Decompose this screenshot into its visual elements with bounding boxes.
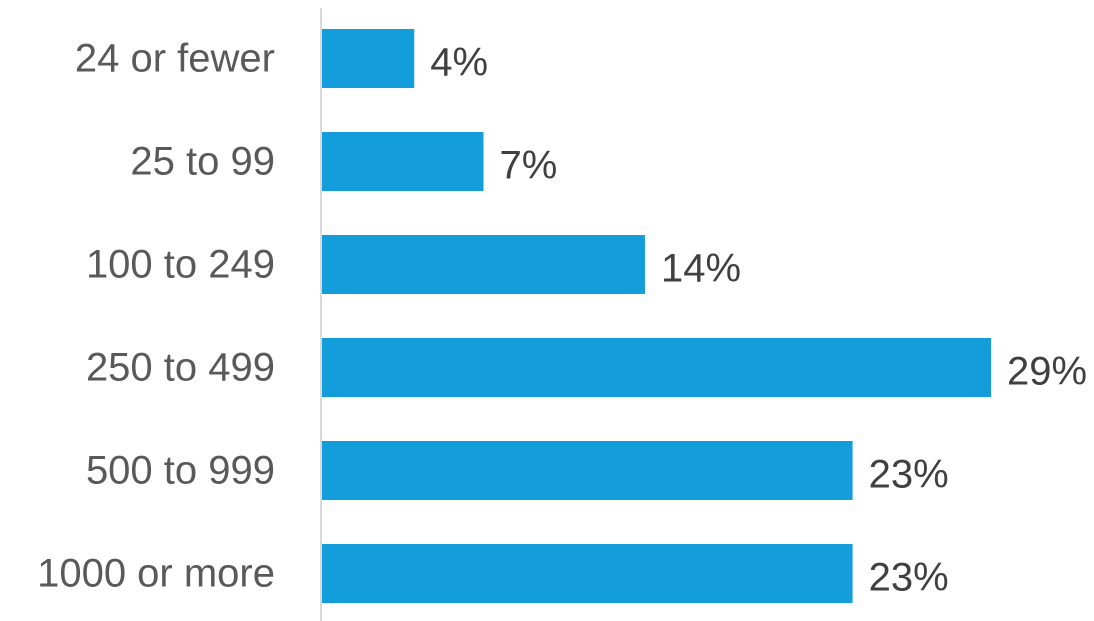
data-label: 23% (869, 556, 949, 600)
data-label: 4% (430, 41, 488, 85)
data-label: 7% (499, 144, 557, 188)
bar (322, 338, 991, 397)
bar (322, 132, 484, 191)
category-label: 25 to 99 (130, 140, 275, 184)
category-label: 500 to 999 (86, 449, 275, 493)
data-label: 14% (661, 247, 741, 291)
category-label: 24 or fewer (75, 37, 275, 81)
category-label: 250 to 499 (86, 346, 275, 390)
category-label: 100 to 249 (86, 243, 275, 287)
data-label: 23% (869, 453, 949, 497)
data-label: 29% (1007, 350, 1087, 394)
category-label: 1000 or more (37, 552, 275, 596)
bar (322, 441, 853, 500)
bar (322, 29, 415, 88)
bar (322, 235, 645, 294)
bar (322, 544, 853, 603)
